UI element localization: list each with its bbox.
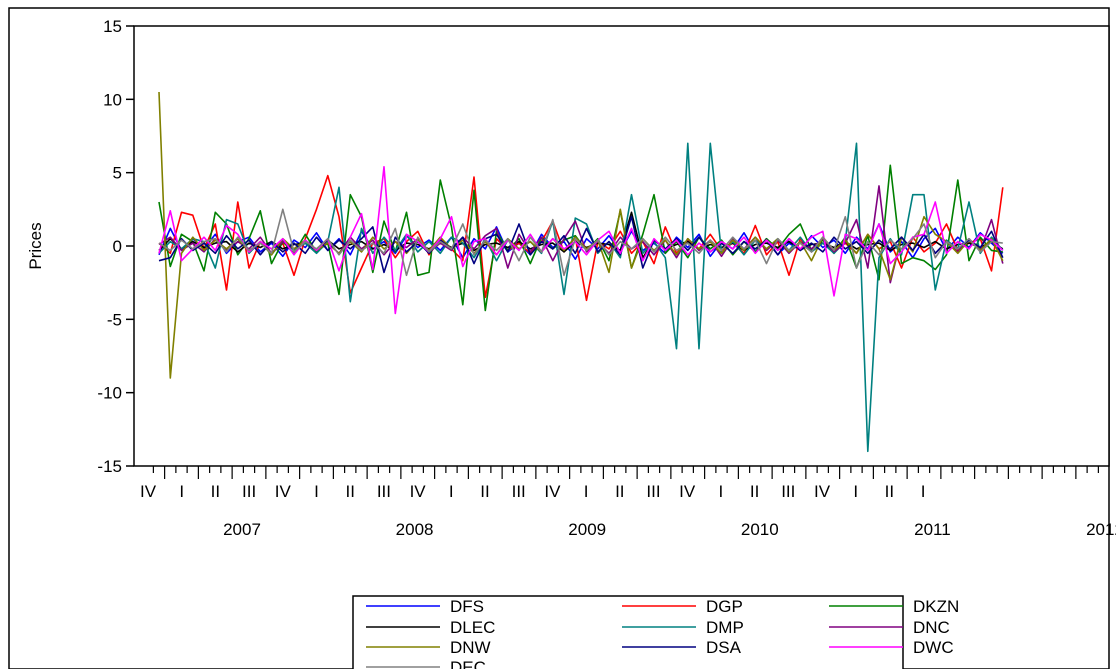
series-line-dec (158, 208, 1003, 277)
x-quarter-label: III (242, 482, 256, 501)
legend: DFS DGP DKZN DLEC DMP DNC DNW DSA DWC DEC (352, 595, 959, 669)
legend-label-dkzn: DKZN (913, 597, 959, 616)
y-axis-label: Prices (26, 222, 45, 269)
x-quarter-label: II (615, 482, 624, 501)
x-quarter-label: IV (679, 482, 696, 501)
x-quarter-label: I (719, 482, 724, 501)
x-year-label: 2008 (396, 520, 434, 539)
x-quarter-label: II (885, 482, 894, 501)
legend-label-dgp: DGP (706, 597, 743, 616)
x-quarter-label: I (179, 482, 184, 501)
x-quarter-label: IV (410, 482, 427, 501)
x-quarter-label: III (512, 482, 526, 501)
x-quarter-label: III (646, 482, 660, 501)
legend-label-dsa: DSA (706, 638, 742, 657)
legend-box (352, 595, 904, 669)
x-quarter-label: IV (140, 482, 157, 501)
y-tick-label: 0 (113, 237, 122, 256)
x-quarter-label: IV (814, 482, 831, 501)
x-quarter-label: I (314, 482, 319, 501)
y-tick-label: 15 (103, 17, 122, 36)
legend-label-dlec: DLEC (450, 618, 495, 637)
x-quarter-label: I (853, 482, 858, 501)
y-tick-label: -5 (107, 310, 122, 329)
y-tick-label: -15 (97, 457, 122, 476)
x-quarter-label: III (377, 482, 391, 501)
x-quarter-label: IV (544, 482, 561, 501)
x-quarter-label: I (921, 482, 926, 501)
x-quarter-label: I (449, 482, 454, 501)
legend-label-dnw: DNW (450, 638, 491, 657)
x-year-label: 2010 (741, 520, 779, 539)
x-quarter-label: II (750, 482, 759, 501)
x-axis: IV I II III IV I II III IV I II III IV I II III IV I II III… (140, 466, 1116, 539)
legend-label-dec: DEC (450, 658, 486, 669)
x-quarter-label: IV (275, 482, 292, 501)
x-year-label: 2007 (223, 520, 261, 539)
x-quarter-label: II (211, 482, 220, 501)
y-tick-label: 5 (113, 164, 122, 183)
x-year-label: 2012 (1086, 520, 1116, 539)
x-quarter-label: III (781, 482, 795, 501)
legend-label-dfs: DFS (450, 597, 484, 616)
legend-label-dwc: DWC (913, 638, 954, 657)
y-tick-label: 10 (103, 90, 122, 109)
x-year-label: 2011 (914, 520, 951, 539)
x-quarter-label: II (480, 482, 489, 501)
legend-label-dnc: DNC (913, 618, 950, 637)
y-tick-label: -10 (97, 384, 122, 403)
series-lines (158, 91, 1004, 453)
y-axis: 15 10 5 0 -5 -10 -15 (97, 17, 134, 476)
legend-label-dmp: DMP (706, 618, 744, 637)
x-year-label: 2009 (568, 520, 606, 539)
x-quarter-label: I (584, 482, 589, 501)
x-quarter-label: II (345, 482, 354, 501)
